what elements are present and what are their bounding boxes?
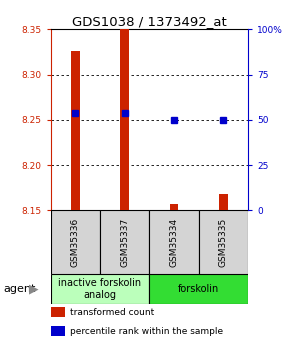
Bar <box>51 326 65 336</box>
Text: ▶: ▶ <box>28 283 38 295</box>
Text: percentile rank within the sample: percentile rank within the sample <box>70 327 224 336</box>
Text: transformed count: transformed count <box>70 308 155 317</box>
Text: GSM35335: GSM35335 <box>219 218 228 267</box>
Bar <box>219 194 228 210</box>
Text: GSM35337: GSM35337 <box>120 218 129 267</box>
Bar <box>120 29 129 210</box>
Bar <box>51 210 100 274</box>
Bar <box>149 274 248 304</box>
Bar <box>199 210 248 274</box>
Bar <box>100 210 149 274</box>
Text: forskolin: forskolin <box>178 284 219 294</box>
Text: agent: agent <box>3 284 35 294</box>
Bar <box>71 51 80 210</box>
Bar <box>51 307 65 317</box>
Bar <box>51 274 149 304</box>
Text: inactive forskolin
analog: inactive forskolin analog <box>59 278 142 300</box>
Bar <box>149 210 199 274</box>
Bar <box>170 204 178 210</box>
Title: GDS1038 / 1373492_at: GDS1038 / 1373492_at <box>72 15 227 28</box>
Text: GSM35336: GSM35336 <box>71 218 80 267</box>
Text: GSM35334: GSM35334 <box>169 218 179 267</box>
